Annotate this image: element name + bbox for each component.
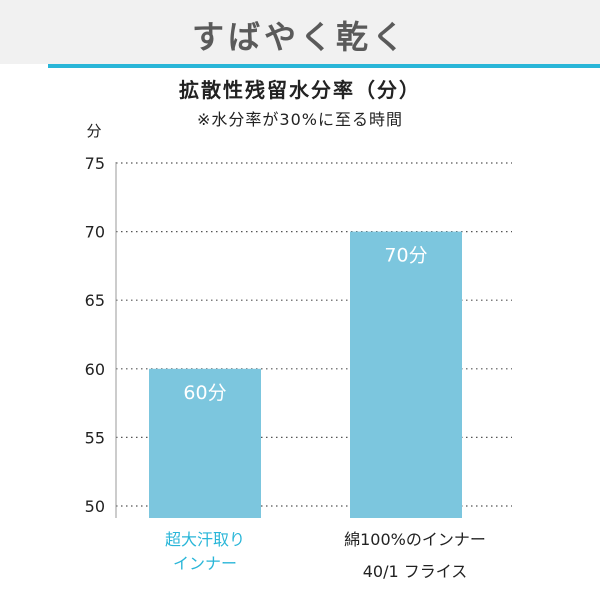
x-label-line: 超大汗取り — [164, 530, 245, 549]
bar-value-label: 70分 — [384, 245, 427, 267]
bar — [350, 231, 462, 518]
bars — [149, 231, 462, 518]
x-label-line: インナー — [172, 554, 237, 573]
y-axis-label: 分 — [86, 122, 101, 140]
page-title: すばやく乾く — [191, 18, 408, 56]
y-tick-labels: 75 70 65 60 55 50 — [85, 154, 105, 516]
y-tick-label: 60 — [85, 360, 105, 379]
y-tick-label: 75 — [85, 154, 105, 173]
x-label-line: 綿100%のインナー — [344, 530, 486, 549]
header-accent-rule — [48, 64, 600, 68]
y-tick-label: 55 — [85, 428, 105, 447]
y-tick-label: 70 — [85, 223, 105, 242]
data-labels: 60分 70分 — [183, 245, 427, 404]
y-tick-label: 50 — [85, 497, 105, 516]
bar-value-label: 60分 — [183, 382, 226, 404]
x-label-sweat-inner: 超大汗取り インナー — [140, 528, 270, 576]
chart-subtitle: ※水分率が30%に至る時間 — [197, 110, 403, 129]
x-label-cotton-inner: 綿100%のインナー 40/1 フライス — [315, 528, 515, 584]
bar — [149, 368, 261, 518]
header-band: すばやく乾く — [0, 0, 600, 64]
y-tick-label: 65 — [85, 291, 105, 310]
chart-title: 拡散性残留水分率（分） — [179, 78, 421, 102]
x-label-line: 40/1 フライス — [362, 562, 468, 581]
